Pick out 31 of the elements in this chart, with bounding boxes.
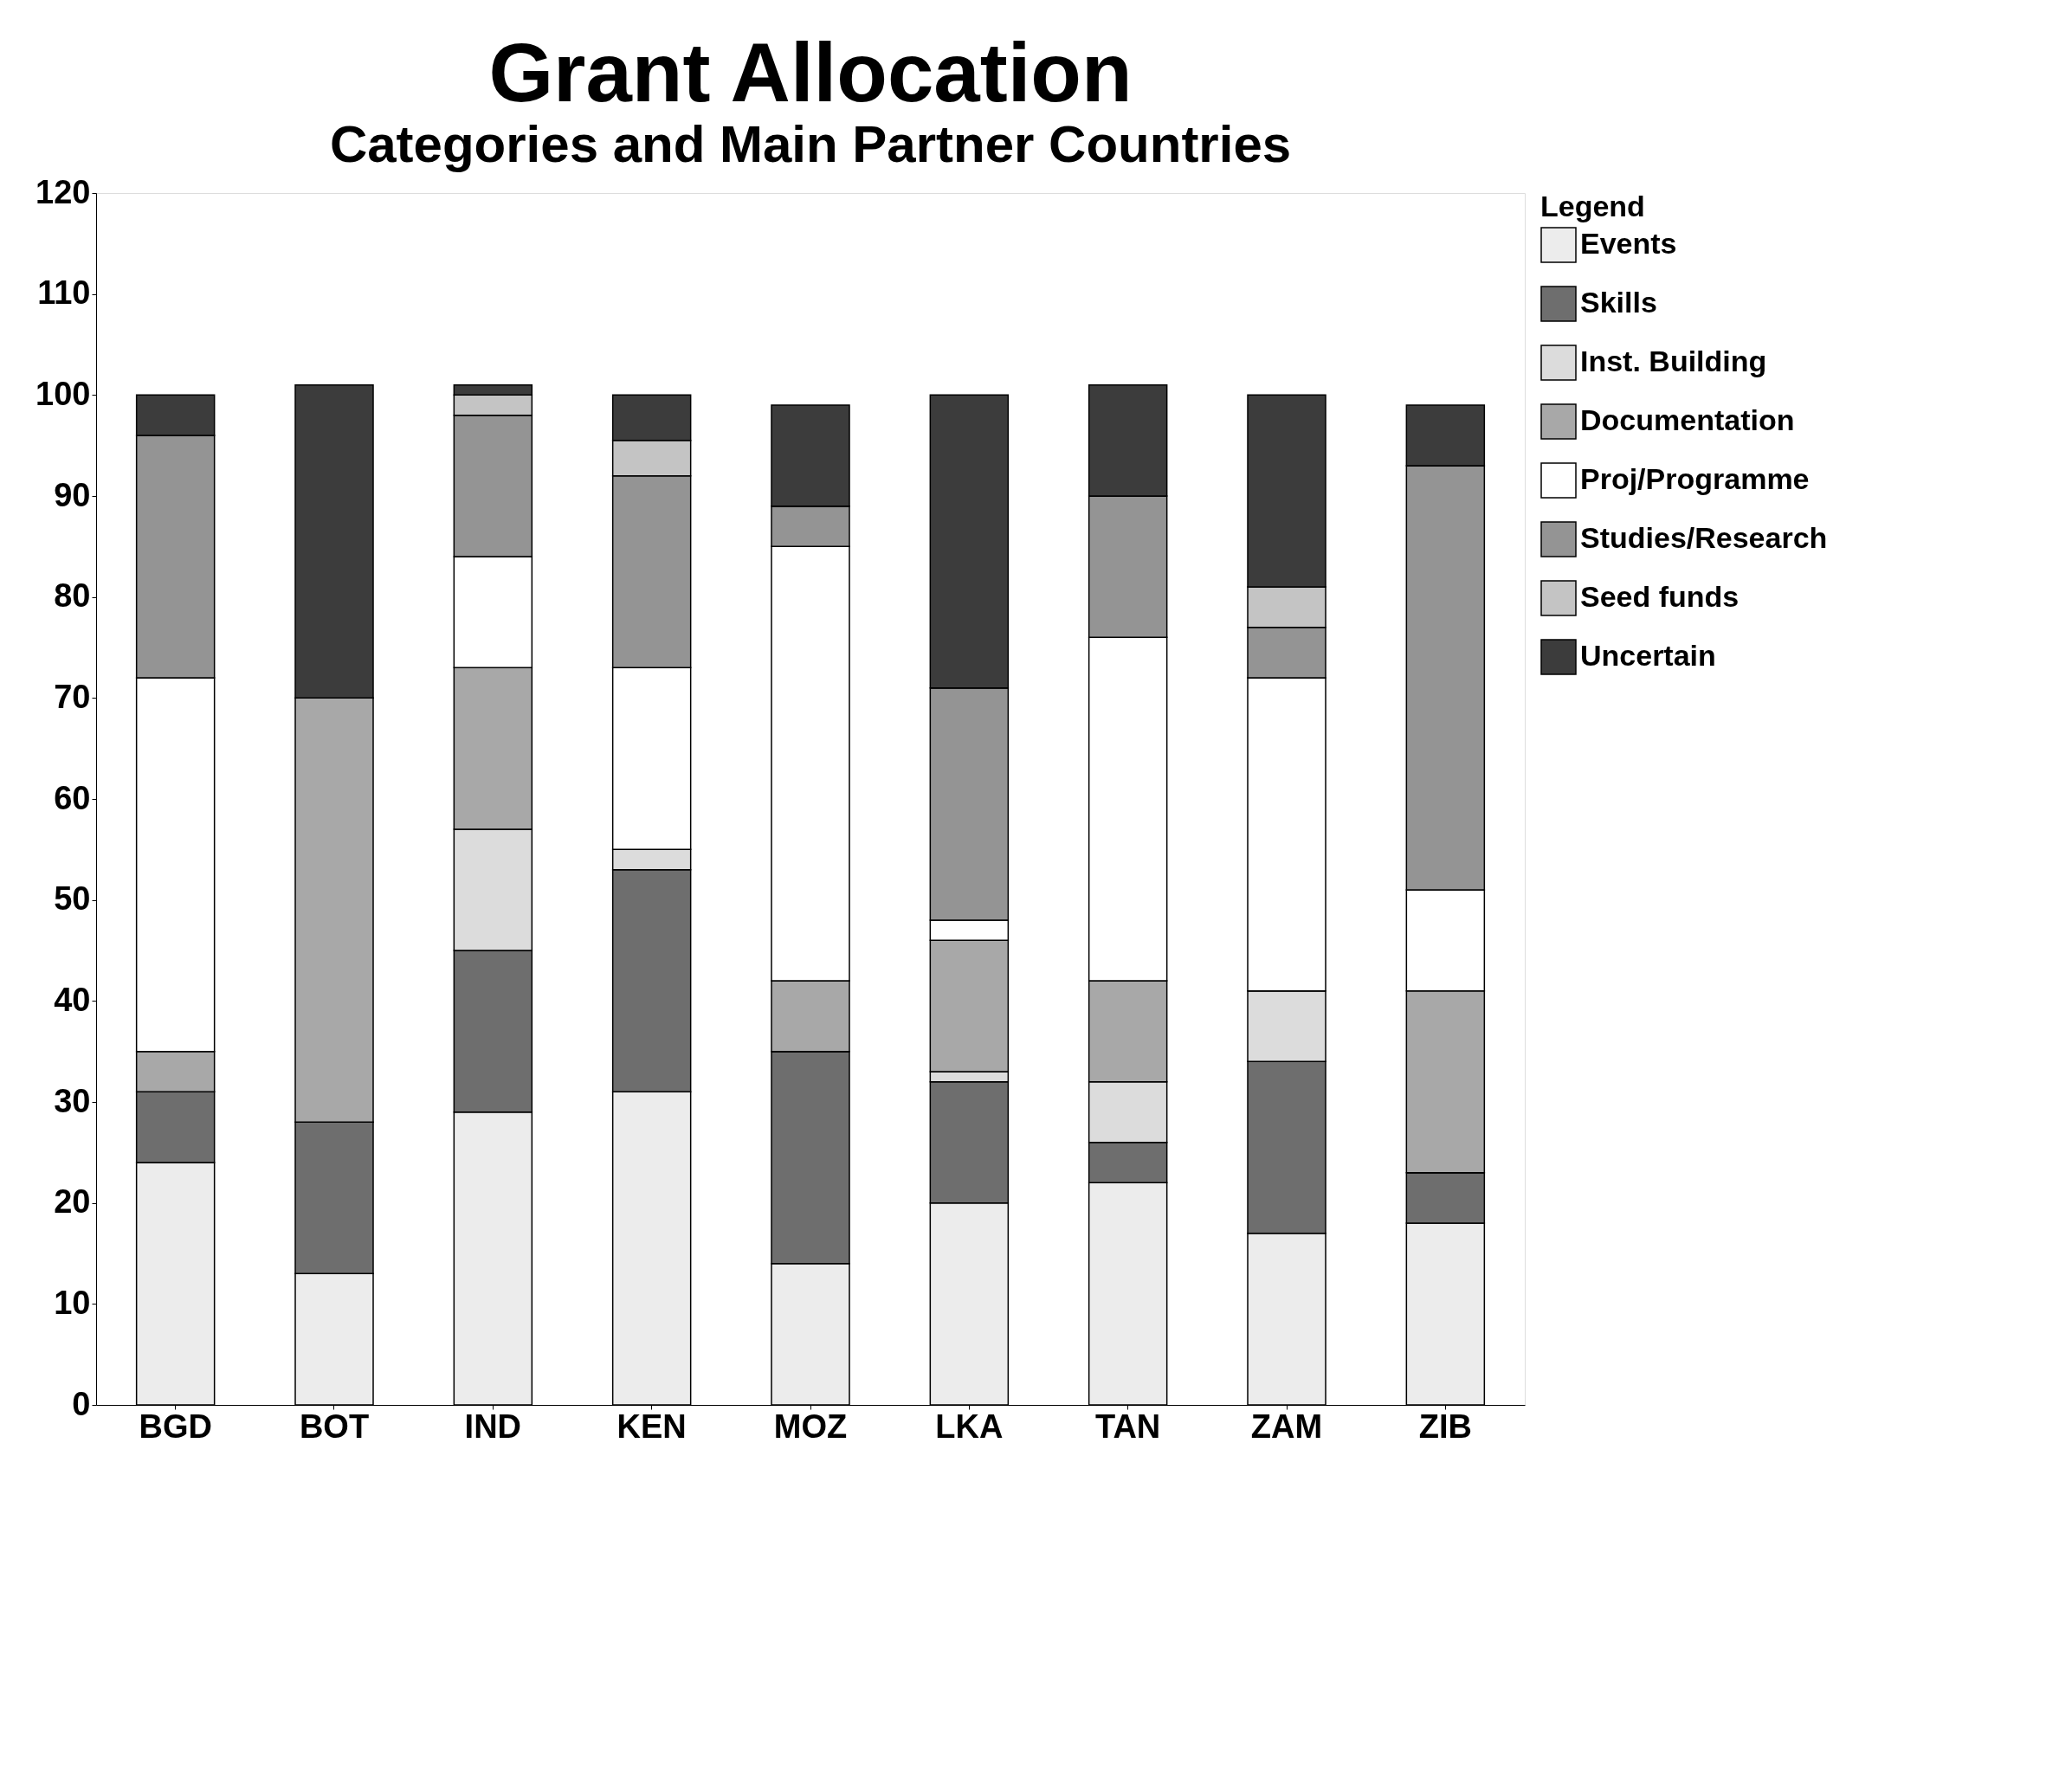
y-tick-label: 120 (36, 173, 91, 210)
legend-label: Proj/Programme (1580, 462, 1810, 495)
legend-label: Studies/Research (1580, 521, 1828, 554)
x-tick-label: ZIB (1418, 1408, 1472, 1445)
y-tick-label: 40 (54, 981, 91, 1018)
y-tick-label: 60 (54, 779, 91, 816)
x-tick-label: TAN (1095, 1408, 1161, 1445)
legend-label: Skills (1580, 286, 1657, 319)
x-tick-label: KEN (616, 1408, 687, 1445)
y-tick-label: 70 (54, 678, 91, 715)
legend-label: Uncertain (1580, 639, 1716, 672)
y-tick-label: 110 (37, 274, 91, 312)
y-tick-label: 100 (36, 375, 91, 412)
legend-label: Events (1580, 227, 1677, 260)
y-tick-label: 30 (54, 1082, 91, 1119)
x-tick-label: LKA (935, 1408, 1004, 1445)
legend-label: Inst. Building (1580, 345, 1767, 377)
x-tick-label: BGD (139, 1408, 212, 1445)
legend-label: Seed funds (1580, 580, 1740, 613)
y-tick-label: 20 (54, 1183, 91, 1221)
x-tick-label: BOT (299, 1408, 370, 1445)
y-tick-label: 80 (54, 577, 91, 615)
y-tick-label: 90 (54, 476, 91, 513)
legend-label: Documentation (1580, 403, 1795, 436)
y-tick-label: 10 (54, 1284, 91, 1321)
x-tick-label: IND (464, 1408, 522, 1445)
legend-title: Legend (1540, 190, 1645, 222)
x-tick-label: MOZ (773, 1408, 848, 1445)
y-tick-label: 0 (72, 1385, 91, 1422)
x-tick-label: ZAM (1250, 1408, 1323, 1445)
y-tick-label: 50 (54, 880, 91, 918)
